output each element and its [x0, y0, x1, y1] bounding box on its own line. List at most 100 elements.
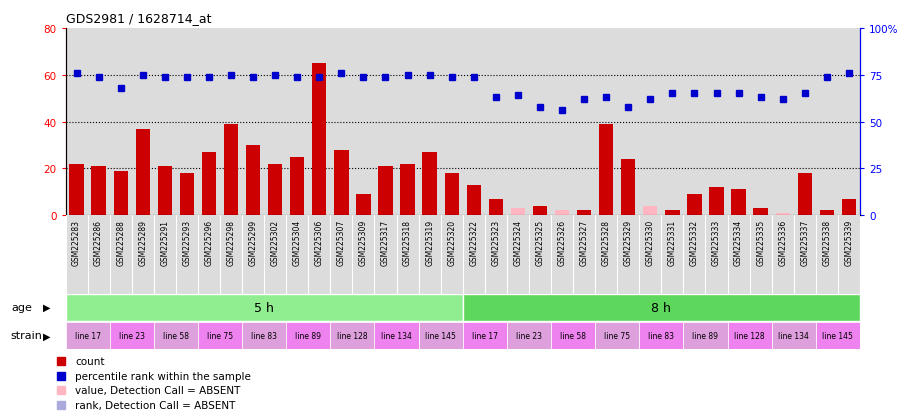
Bar	[551, 322, 595, 349]
Text: GSM225309: GSM225309	[359, 219, 368, 266]
Text: GSM225293: GSM225293	[182, 219, 191, 266]
Bar	[268, 164, 282, 216]
Bar	[69, 164, 84, 216]
Bar	[775, 213, 790, 216]
Text: ▶: ▶	[43, 302, 50, 313]
Bar	[577, 211, 592, 216]
Bar	[687, 195, 702, 216]
Bar	[66, 294, 462, 321]
Bar	[555, 211, 570, 216]
Text: GSM225325: GSM225325	[535, 219, 544, 266]
Bar	[379, 166, 393, 216]
Text: GSM225332: GSM225332	[690, 219, 699, 266]
Text: GSM225306: GSM225306	[315, 219, 324, 266]
Bar	[489, 199, 503, 216]
Bar	[66, 322, 109, 349]
Text: GSM225288: GSM225288	[116, 219, 126, 265]
Bar	[154, 322, 197, 349]
Bar	[665, 211, 680, 216]
Text: GSM225286: GSM225286	[94, 219, 103, 266]
Text: GSM225289: GSM225289	[138, 219, 147, 266]
Text: line 23: line 23	[118, 331, 145, 340]
Text: GSM225317: GSM225317	[381, 219, 390, 266]
Text: GDS2981 / 1628714_at: GDS2981 / 1628714_at	[66, 12, 211, 25]
Text: line 17: line 17	[75, 331, 101, 340]
Bar	[797, 173, 812, 216]
Bar	[422, 152, 437, 216]
Text: GSM225323: GSM225323	[491, 219, 501, 266]
Bar	[728, 322, 772, 349]
Bar	[334, 150, 349, 216]
Bar	[772, 322, 815, 349]
Text: GSM225336: GSM225336	[778, 219, 787, 266]
Bar	[419, 322, 463, 349]
Text: GSM225337: GSM225337	[800, 219, 809, 266]
Text: value, Detection Call = ABSENT: value, Detection Call = ABSENT	[76, 385, 241, 395]
Text: age: age	[11, 302, 32, 313]
Text: GSM225330: GSM225330	[646, 219, 655, 266]
Text: line 134: line 134	[778, 331, 809, 340]
Text: GSM225283: GSM225283	[72, 219, 81, 266]
Text: GSM225327: GSM225327	[580, 219, 589, 266]
Text: line 128: line 128	[337, 331, 368, 340]
Bar	[109, 322, 154, 349]
Text: strain: strain	[11, 330, 43, 341]
Text: line 89: line 89	[295, 331, 321, 340]
Bar	[356, 195, 370, 216]
Text: GSM225331: GSM225331	[668, 219, 677, 266]
Bar	[753, 209, 768, 216]
Text: GSM225299: GSM225299	[248, 219, 258, 266]
Bar	[242, 322, 287, 349]
Bar	[202, 152, 217, 216]
Bar	[732, 190, 746, 216]
Text: line 83: line 83	[648, 331, 674, 340]
Bar	[639, 322, 683, 349]
Text: GSM225326: GSM225326	[558, 219, 567, 266]
Text: GSM225329: GSM225329	[623, 219, 632, 266]
Bar	[197, 322, 242, 349]
Text: GSM225328: GSM225328	[602, 219, 611, 266]
Bar	[286, 322, 330, 349]
Bar	[224, 125, 238, 216]
Text: GSM225333: GSM225333	[712, 219, 721, 266]
Text: rank, Detection Call = ABSENT: rank, Detection Call = ABSENT	[76, 400, 236, 410]
Text: line 75: line 75	[604, 331, 631, 340]
Bar	[290, 157, 305, 216]
Text: line 89: line 89	[693, 331, 719, 340]
Bar	[643, 206, 658, 216]
Bar	[595, 322, 639, 349]
Text: line 58: line 58	[163, 331, 189, 340]
Text: 5 h: 5 h	[254, 301, 274, 314]
Bar	[462, 294, 860, 321]
Bar	[621, 159, 635, 216]
Text: GSM225304: GSM225304	[293, 219, 302, 266]
Bar	[467, 185, 481, 216]
Text: GSM225302: GSM225302	[270, 219, 279, 266]
Text: line 17: line 17	[471, 331, 498, 340]
Text: line 134: line 134	[381, 331, 412, 340]
Bar	[462, 322, 507, 349]
Text: line 145: line 145	[823, 331, 854, 340]
Text: line 75: line 75	[207, 331, 233, 340]
Bar	[375, 322, 419, 349]
Text: GSM225298: GSM225298	[227, 219, 236, 266]
Text: line 128: line 128	[734, 331, 765, 340]
Bar	[444, 173, 459, 216]
Text: line 23: line 23	[516, 331, 542, 340]
Text: ▶: ▶	[43, 330, 50, 341]
Text: GSM225335: GSM225335	[756, 219, 765, 266]
Text: line 145: line 145	[425, 331, 456, 340]
Bar	[532, 206, 547, 216]
Bar	[179, 173, 194, 216]
Bar	[246, 145, 260, 216]
Bar	[400, 164, 415, 216]
Bar	[507, 322, 551, 349]
Text: GSM225334: GSM225334	[734, 219, 743, 266]
Bar	[157, 166, 172, 216]
Bar	[312, 64, 327, 216]
Text: line 83: line 83	[251, 331, 278, 340]
Bar	[842, 199, 856, 216]
Text: GSM225322: GSM225322	[470, 219, 479, 266]
Text: GSM225338: GSM225338	[823, 219, 832, 266]
Bar	[511, 209, 525, 216]
